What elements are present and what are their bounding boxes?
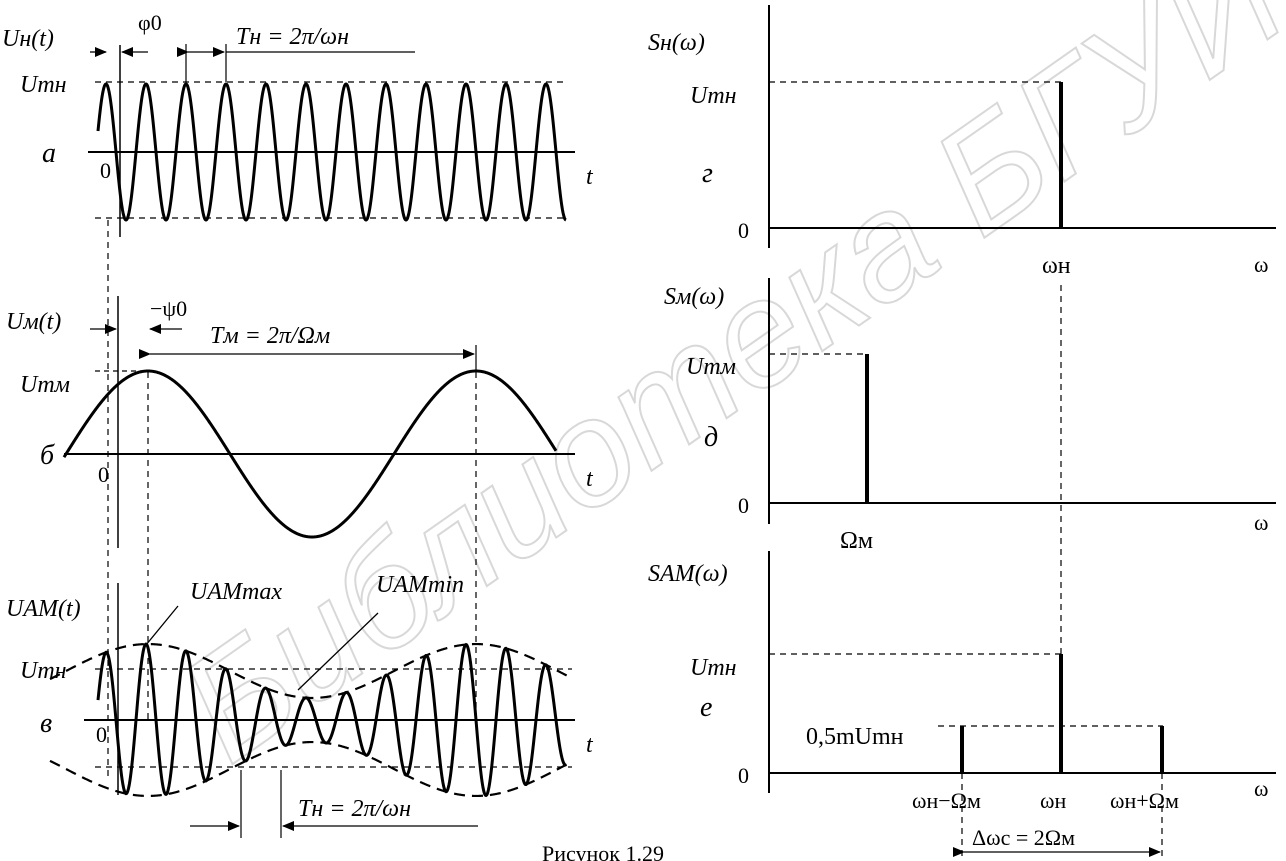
am-wave [96, 642, 567, 798]
panel-e-amplitude-label: Umн [690, 655, 737, 681]
panel-g-letter: г [702, 158, 713, 189]
figure-caption: Рисунок 1.29 [542, 841, 664, 861]
panel-d-amplitude-label: Umм [686, 354, 736, 380]
panel-d-freq-label: ω [1254, 510, 1268, 535]
panel-e-side-label: 0,5mUmн [806, 724, 904, 750]
panel-e-line-label-upper-side: ωн+Ωм [1110, 788, 1179, 813]
panel-b-letter: б [40, 440, 55, 471]
min-pointer [297, 612, 379, 691]
panel-v-time-label: t [586, 732, 594, 758]
panel-a-origin-label: 0 [100, 158, 111, 183]
panel-e: SАМ(ω) Umн е 0,5mUmн 0 ωн−Ωм ωн ωн+Ωм ω … [648, 551, 1276, 858]
panel-g-axis-title: Sн(ω) [648, 30, 705, 56]
panel-v-origin-label: 0 [96, 722, 107, 747]
panel-e-line-label-lower-side: ωн−Ωм [912, 788, 981, 813]
panel-g-line-label: ωн [1042, 253, 1071, 279]
envelope-upper [49, 642, 573, 700]
panel-e-letter: е [700, 692, 712, 723]
panel-v: UАМ(t) UАМmax UАМmin Umн в 0 t Tн = 2π/ω… [6, 572, 594, 838]
panel-e-line-label-carrier: ωн [1040, 788, 1066, 813]
carrier-wave [96, 82, 567, 222]
panel-d-line-label: Ωм [840, 528, 873, 554]
panel-v-amplitude-label: Umн [20, 658, 67, 684]
panel-a-period-label: Tн = 2π/ωн [236, 24, 349, 50]
panel-d-zero-label: 0 [738, 493, 749, 518]
max-pointer [145, 605, 179, 646]
panel-e-zero-label: 0 [738, 763, 749, 788]
panel-e-freq-label: ω [1254, 776, 1268, 801]
panel-d: Sм(ω) Umм д 0 Ωм ω [664, 278, 1276, 554]
envelope-lower [49, 740, 573, 798]
panel-v-signal-label: UАМ(t) [6, 596, 81, 622]
panel-a-signal-label: Uн(t) [2, 26, 54, 52]
panel-b-time-label: t [586, 466, 594, 492]
panel-e-axis-title: SАМ(ω) [648, 561, 728, 587]
panel-g-freq-label: ω [1254, 252, 1268, 277]
panel-v-letter: в [40, 708, 52, 739]
panel-b-phase-label: −ψ0 [150, 296, 187, 321]
panel-e-bandwidth-label: Δωс = 2Ωм [972, 825, 1075, 850]
panel-b-amplitude-label: Umм [20, 372, 70, 398]
modulating-wave [62, 369, 558, 539]
panel-v-max-label: UАМmax [190, 579, 282, 605]
panel-d-axis-title: Sм(ω) [664, 284, 724, 310]
panel-g: Sн(ω) Umн г 0 ωн ω [648, 5, 1276, 279]
panel-d-letter: д [704, 422, 718, 453]
panel-v-min-label: UАМmin [376, 572, 464, 598]
panel-a-amplitude-label: Umн [20, 72, 67, 98]
panel-b-origin-label: 0 [98, 462, 109, 487]
panel-b: Uм(t) −ψ0 Tм = 2π/Ωм Umм б 0 t [6, 296, 594, 548]
panel-a: Uн(t) φ0 Tн = 2π/ωн Umн а 0 t [2, 10, 594, 237]
panel-b-signal-label: Uм(t) [6, 309, 61, 335]
panel-v-period-label: Tн = 2π/ωн [298, 796, 411, 822]
panel-g-amplitude-label: Umн [690, 83, 737, 109]
panel-b-period-label: Tм = 2π/Ωм [210, 323, 330, 349]
panel-a-letter: а [42, 138, 56, 169]
panel-a-phase-label: φ0 [138, 10, 162, 35]
panel-a-time-label: t [586, 164, 594, 190]
panel-g-zero-label: 0 [738, 218, 749, 243]
